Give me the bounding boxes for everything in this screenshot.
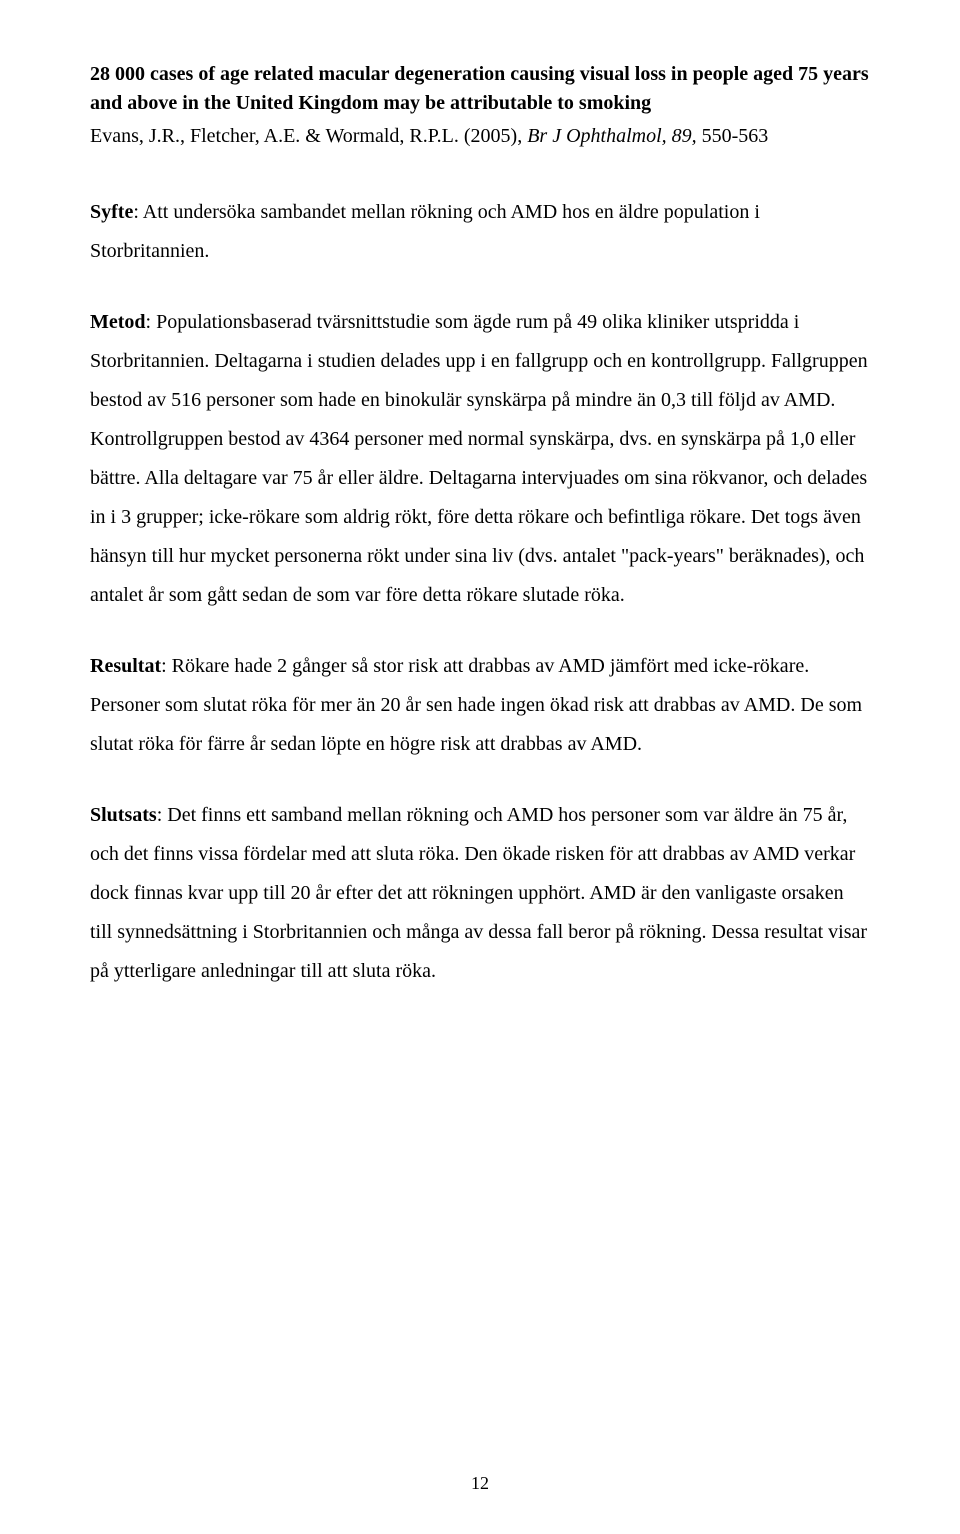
slutsats-label: Slutsats <box>90 804 157 826</box>
resultat-label: Resultat <box>90 655 161 677</box>
syfte-label: Syfte <box>90 201 133 223</box>
metod-paragraph: Metod: Populationsbaserad tvärsnittstudi… <box>90 303 870 615</box>
article-title: 28 000 cases of age related macular dege… <box>90 60 870 118</box>
metod-text: : Populationsbaserad tvärsnittstudie som… <box>90 311 868 606</box>
page-number: 12 <box>0 1473 960 1494</box>
metod-label: Metod <box>90 311 146 333</box>
resultat-text: : Rökare hade 2 gånger så stor risk att … <box>90 655 862 755</box>
document-page: 28 000 cases of age related macular dege… <box>0 0 960 1534</box>
resultat-paragraph: Resultat: Rökare hade 2 gånger så stor r… <box>90 647 870 764</box>
slutsats-text: : Det finns ett samband mellan rökning o… <box>90 804 867 982</box>
citation-authors: Evans, J.R., Fletcher, A.E. & Wormald, R… <box>90 125 527 147</box>
syfte-paragraph: Syfte: Att undersöka sambandet mellan rö… <box>90 193 870 271</box>
syfte-text: : Att undersöka sambandet mellan rökning… <box>90 201 760 262</box>
slutsats-paragraph: Slutsats: Det finns ett samband mellan r… <box>90 796 870 991</box>
citation-journal: Br J Ophthalmol, 89, <box>527 125 701 147</box>
citation-line: Evans, J.R., Fletcher, A.E. & Wormald, R… <box>90 122 870 151</box>
citation-pages: 550-563 <box>702 125 769 147</box>
